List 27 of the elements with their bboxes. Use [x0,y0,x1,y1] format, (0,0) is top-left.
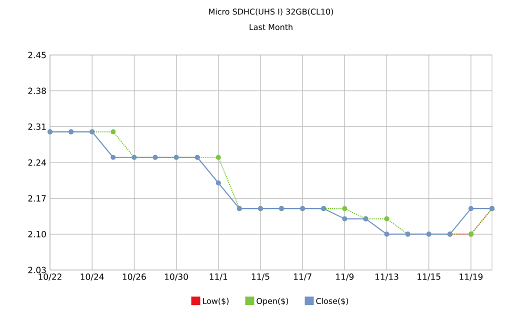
x-tick-label: 11/13 [376,274,398,281]
point [216,180,221,186]
point [342,206,348,212]
y-tick-label: 2.45 [28,52,46,58]
y-tick-label: 2.10 [28,230,46,238]
x-tick-label: 11/1 [210,274,228,280]
point [110,129,116,134]
x-tick-label: 11/9 [336,274,354,281]
x-tick-label: 10/26 [122,274,146,281]
x-tick-label: 10/30 [165,274,188,281]
x-tick-label: 11/5 [252,274,270,280]
y-tick-label: 2.38 [28,88,46,94]
x-tick-label: 11/7 [294,274,312,280]
y-tick-label: 2.03 [28,266,46,274]
x-tick-label: 11/19 [460,274,483,281]
x-tick-label: 10/24 [80,274,104,281]
point [216,154,221,160]
y-tick-label: 2.24 [28,159,46,166]
point [384,216,390,222]
x-tick-label: 11/15 [418,274,440,280]
point [110,154,116,160]
y-tick-label: 2.17 [28,195,46,202]
y-tick-label: 2.31 [28,123,46,130]
point [342,216,348,222]
x-tick-label: 10/22 [38,274,62,281]
point [468,206,474,212]
point [384,232,390,237]
